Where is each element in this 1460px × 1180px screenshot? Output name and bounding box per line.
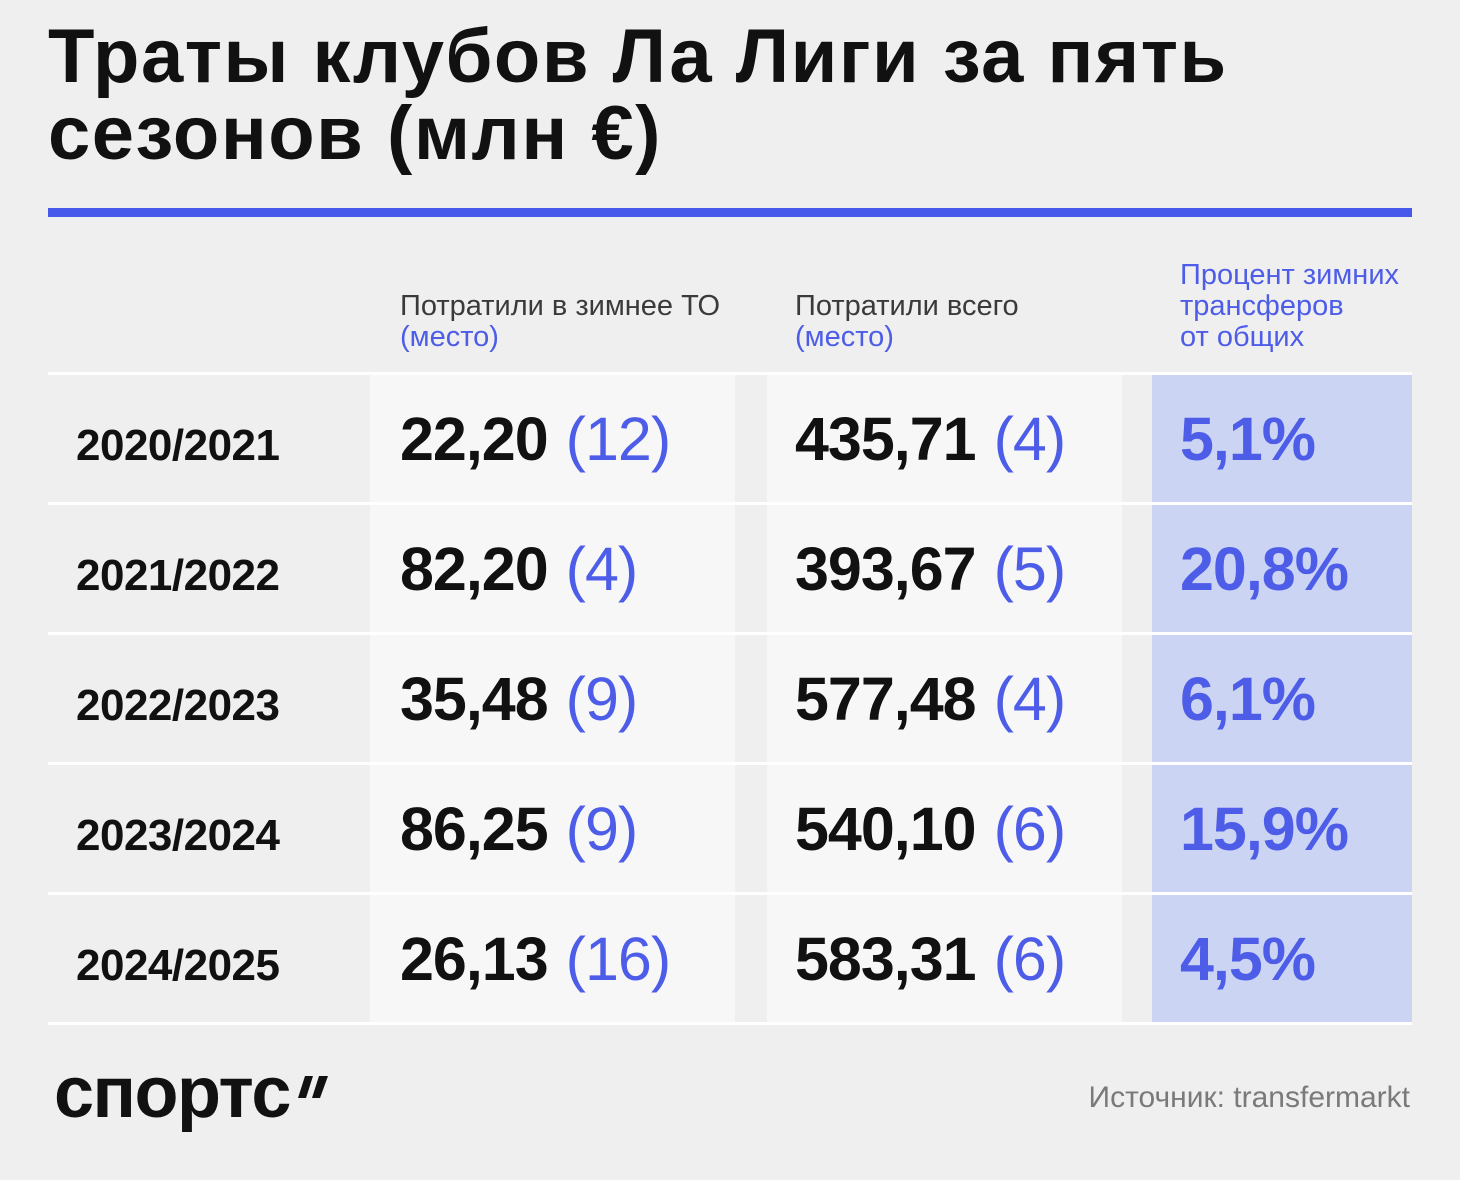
season-label: 2021/2022 [76, 550, 280, 600]
title-divider [48, 208, 1412, 217]
table-row: 2024/2025 26,13 (16) 583,31 (6) 4,5% [48, 892, 1412, 1025]
total-spend-value: 393,67 [795, 534, 977, 603]
winter-spend-cell: 26,13 (16) [370, 895, 735, 1022]
table-row: 2021/2022 82,20 (4) 393,67 (5) 20,8% [48, 502, 1412, 632]
season-cell: 2022/2023 [48, 635, 370, 762]
double-tick-icon [298, 1076, 328, 1098]
winter-spend-value: 35,48 [400, 664, 549, 733]
total-spend-value: 583,31 [795, 924, 977, 993]
table-row: 2022/2023 35,48 (9) 577,48 (4) 6,1% [48, 632, 1412, 762]
sports-logo: спортс [54, 1057, 328, 1137]
winter-share-cell: 15,9% [1152, 765, 1412, 892]
total-spend-rank: (4) [993, 664, 1067, 733]
total-spend-rank: (5) [993, 534, 1067, 603]
winter-share-value: 20,8% [1180, 534, 1349, 603]
winter-spend-value: 22,20 [400, 404, 549, 473]
winter-spend-value: 86,25 [400, 794, 549, 863]
source-note: Источник: transfermarkt [1088, 1081, 1410, 1114]
total-spend-cell: 393,67 (5) [767, 505, 1122, 632]
winter-spend-cell: 86,25 (9) [370, 765, 735, 892]
total-spend-rank: (4) [993, 404, 1067, 473]
winter-spend-rank: (4) [565, 534, 639, 603]
winter-spend-rank: (12) [565, 404, 671, 473]
season-label: 2023/2024 [76, 810, 280, 860]
winter-share-value: 6,1% [1180, 664, 1316, 733]
winter-share-cell: 5,1% [1152, 375, 1412, 502]
season-label: 2020/2021 [76, 420, 280, 470]
table-body: 2020/2021 22,20 (12) 435,71 (4) 5,1% 202… [48, 372, 1412, 1025]
winter-share-cell: 6,1% [1152, 635, 1412, 762]
total-spend-rank: (6) [993, 794, 1067, 863]
table-row: 2020/2021 22,20 (12) 435,71 (4) 5,1% [48, 372, 1412, 502]
winter-spend-value: 26,13 [400, 924, 549, 993]
winter-spend-rank: (16) [565, 924, 671, 993]
winter-spend-rank: (9) [565, 664, 639, 733]
total-spend-cell: 540,10 (6) [767, 765, 1122, 892]
season-cell: 2023/2024 [48, 765, 370, 892]
winter-share-cell: 4,5% [1152, 895, 1412, 1022]
total-spend-cell: 435,71 (4) [767, 375, 1122, 502]
season-cell: 2021/2022 [48, 505, 370, 632]
total-spend-rank: (6) [993, 924, 1067, 993]
column-header-winter-share: Процент зимних трансферов от общих [1180, 260, 1399, 353]
total-spend-cell: 583,31 (6) [767, 895, 1122, 1022]
column-header-line: Процент зимних [1180, 259, 1400, 291]
total-spend-cell: 577,48 (4) [767, 635, 1122, 762]
column-header-line: трансферов [1180, 290, 1344, 322]
table-row: 2023/2024 86,25 (9) 540,10 (6) 15,9% [48, 762, 1412, 892]
column-header-winter-spend: Потратили в зимнее ТО (место) [400, 291, 720, 353]
column-header-sublabel: (место) [400, 321, 499, 353]
column-header-line: от общих [1180, 321, 1305, 353]
winter-spend-rank: (9) [565, 794, 639, 863]
winter-share-value: 5,1% [1180, 404, 1316, 473]
winter-spend-cell: 82,20 (4) [370, 505, 735, 632]
page-title: Траты клубов Ла Лиги за пять сезонов (мл… [48, 14, 1228, 176]
season-label: 2022/2023 [76, 680, 280, 730]
winter-spend-cell: 22,20 (12) [370, 375, 735, 502]
winter-share-value: 4,5% [1180, 924, 1316, 993]
column-header-sublabel: (место) [795, 321, 894, 353]
total-spend-value: 577,48 [795, 664, 977, 733]
column-header-label: Потратили всего [795, 290, 1019, 322]
season-cell: 2020/2021 [48, 375, 370, 502]
total-spend-value: 435,71 [795, 404, 977, 473]
table-header: Потратили в зимнее ТО (место) Потратили … [0, 250, 1460, 353]
total-spend-value: 540,10 [795, 794, 977, 863]
column-header-total-spend: Потратили всего (место) [795, 291, 1019, 353]
winter-share-cell: 20,8% [1152, 505, 1412, 632]
season-cell: 2024/2025 [48, 895, 370, 1022]
column-header-label: Потратили в зимнее ТО [400, 290, 721, 322]
winter-spend-cell: 35,48 (9) [370, 635, 735, 762]
winter-spend-value: 82,20 [400, 534, 549, 603]
logo-wordmark: спортс [54, 1053, 291, 1133]
winter-share-value: 15,9% [1180, 794, 1349, 863]
season-label: 2024/2025 [76, 940, 280, 990]
